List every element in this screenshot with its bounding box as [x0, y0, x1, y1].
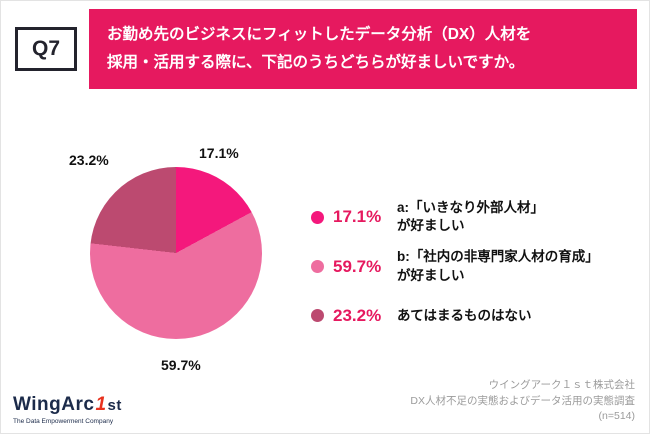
legend-dot-icon [311, 260, 324, 274]
legend-percent: 23.2% [333, 305, 382, 325]
pie-value-label-c: 23.2% [69, 152, 109, 168]
header: Q7 お勤め先のビジネスにフィットしたデータ分析（DX）人材を 採用・活用する際… [15, 9, 637, 89]
survey-credit: ウイングアーク１ｓｔ株式会社 DX人材不足の実態およびデータ活用の実態調査 (n… [410, 378, 635, 425]
legend-dot-icon [311, 309, 324, 323]
legend: 17.1% a:「いきなり外部人材」 が好ましい 59.7% b:「社内の非専門… [311, 199, 599, 347]
logo-tagline: The Data Empowerment Company [13, 418, 114, 425]
question-number-badge: Q7 [15, 26, 77, 71]
logo-st: st [107, 397, 122, 414]
question-title-line2: 採用・活用する際に、下記のうちどちらが好ましいですか。 [107, 53, 525, 71]
pie-chart [90, 167, 262, 339]
logo-one: 1 [95, 394, 107, 415]
legend-percent: 17.1% [333, 207, 382, 227]
legend-dot-icon [311, 210, 324, 224]
chart-area: 17.1% 23.2% 59.7% 17.1% a:「いきなり外部人材」 が好ま… [1, 91, 649, 381]
legend-label: a:「いきなり外部人材」 が好ましい [397, 200, 545, 234]
wingarc-logo: WingArc1st The Data Empowerment Company [13, 394, 122, 425]
legend-label: あてはまるものはない [397, 307, 532, 323]
legend-item: 23.2% あてはまるものはない [311, 298, 599, 334]
credit-company: ウイングアーク１ｓｔ株式会社 [488, 378, 635, 391]
legend-item: 59.7% b:「社内の非専門家人材の育成」 が好ましい [311, 248, 599, 284]
legend-percent: 59.7% [333, 256, 382, 276]
credit-sample-size: (n=514) [598, 410, 635, 423]
question-banner: お勤め先のビジネスにフィットしたデータ分析（DX）人材を 採用・活用する際に、下… [89, 9, 637, 89]
credit-survey: DX人材不足の実態およびデータ活用の実態調査 [410, 394, 635, 407]
question-title-line1: お勤め先のビジネスにフィットしたデータ分析（DX）人材を [107, 26, 532, 43]
logo-wingarc: WingArc [13, 394, 95, 415]
pie-value-label-b: 59.7% [161, 357, 201, 373]
legend-item: 17.1% a:「いきなり外部人材」 が好ましい [311, 199, 599, 235]
pie-value-label-a: 17.1% [199, 145, 239, 161]
wingarc-logo-text: WingArc1st [13, 394, 122, 416]
legend-label: b:「社内の非専門家人材の育成」 が好ましい [397, 249, 599, 283]
